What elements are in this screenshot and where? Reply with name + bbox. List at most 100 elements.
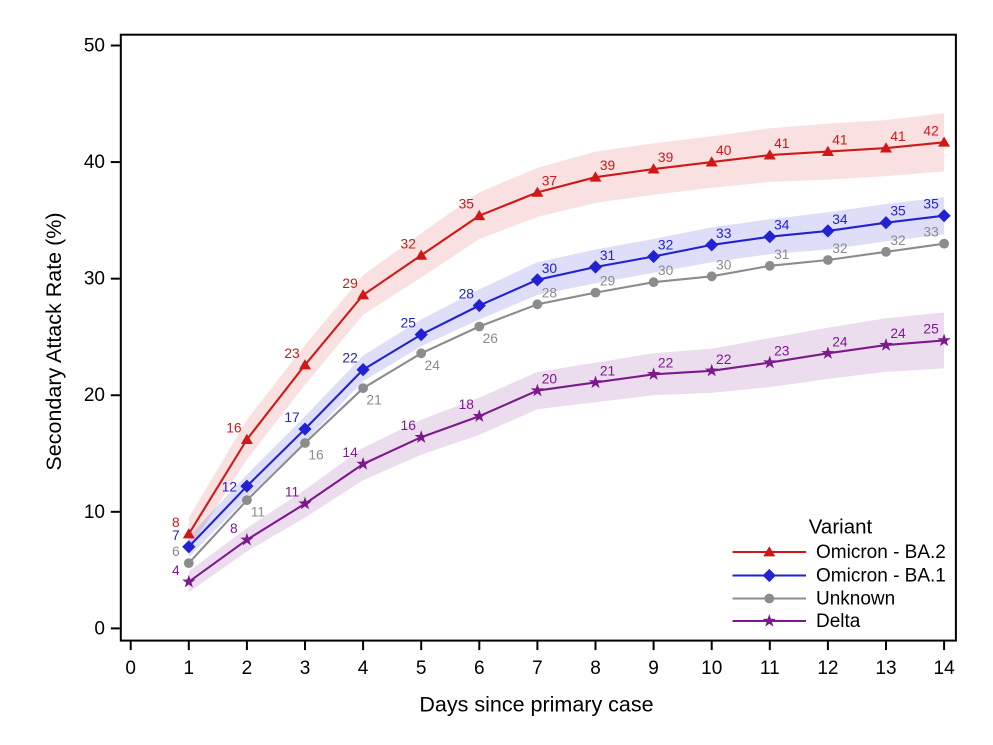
data-label-unknown: 21 — [366, 393, 381, 408]
marker-omicron-ba-2 — [589, 171, 602, 182]
data-label-omicron-ba-2: 39 — [600, 158, 616, 173]
marker-omicron-ba-1 — [240, 479, 254, 493]
line-omicron-ba-2 — [187, 141, 945, 535]
data-label-unknown: 28 — [542, 285, 558, 300]
data-label-unknown: 30 — [658, 263, 674, 278]
x-tick-label: 1 — [184, 658, 195, 679]
data-label-unknown: 30 — [716, 257, 732, 272]
marker-delta — [530, 383, 545, 397]
line-unknown — [188, 242, 945, 564]
marker-delta — [356, 457, 370, 470]
legend-label-unknown: Unknown — [816, 589, 895, 610]
marker-omicron-ba-2 — [415, 249, 428, 260]
marker-omicron-ba-1 — [356, 362, 370, 377]
data-label-unknown: 29 — [600, 274, 616, 289]
data-label-delta: 21 — [600, 363, 615, 378]
y-tick-label: 30 — [84, 269, 105, 290]
data-label-delta: 24 — [832, 334, 848, 349]
data-label-omicron-ba-2: 35 — [459, 197, 475, 212]
y-tick-label: 0 — [94, 618, 105, 639]
data-label-omicron-ba-2: 8 — [172, 515, 180, 530]
line-omicron-ba-1 — [188, 214, 945, 548]
marker-delta — [182, 574, 196, 588]
marker-omicron-ba-2 — [473, 209, 486, 221]
marker-delta — [937, 333, 951, 347]
marker-unknown — [358, 383, 368, 394]
x-tick-label: 6 — [474, 658, 485, 679]
data-label-omicron-ba-1: 34 — [832, 212, 848, 227]
marker-unknown — [300, 438, 310, 448]
marker-unknown — [532, 299, 543, 310]
marker-omicron-ba-2 — [357, 289, 370, 300]
marker-delta — [588, 375, 603, 389]
marker-unknown — [474, 321, 485, 332]
x-tick-label: 10 — [701, 658, 722, 679]
confidence-bands — [188, 113, 945, 593]
marker-unknown — [242, 495, 252, 506]
x-tick-label: 5 — [416, 658, 427, 679]
marker-omicron-ba-1 — [879, 216, 893, 230]
data-label-omicron-ba-1: 35 — [890, 204, 906, 219]
data-label-delta: 25 — [923, 321, 939, 336]
data-label-delta: 4 — [172, 563, 180, 578]
band-delta — [188, 312, 945, 593]
x-tick-label: 11 — [760, 658, 780, 679]
marker-omicron-ba-1 — [588, 260, 603, 274]
data-label-unknown: 11 — [251, 505, 265, 520]
data-label-omicron-ba-2: 29 — [342, 276, 358, 291]
y-tick-label: 20 — [84, 385, 105, 406]
data-label-delta: 23 — [774, 344, 790, 359]
marker-omicron-ba-2 — [880, 142, 892, 153]
data-label-omicron-ba-1: 32 — [658, 238, 673, 253]
marker-unknown — [590, 287, 601, 298]
band-omicron-ba-2 — [188, 113, 945, 551]
x-tick-label: 13 — [875, 658, 896, 679]
data-label-delta: 24 — [890, 326, 906, 341]
data-label-omicron-ba-1: 25 — [401, 316, 417, 331]
data-label-unknown: 16 — [308, 448, 324, 463]
marker-omicron-ba-1 — [414, 328, 428, 342]
marker-unknown — [416, 348, 427, 359]
marker-unknown — [939, 238, 949, 249]
marker-omicron-ba-1 — [472, 298, 486, 313]
marker-omicron-ba-2 — [647, 163, 660, 174]
marker-delta — [763, 355, 777, 369]
x-tick-label: 14 — [934, 658, 956, 679]
line-delta — [188, 339, 945, 583]
marker-delta — [646, 367, 661, 380]
data-label-omicron-ba-1: 31 — [600, 248, 615, 263]
marker-omicron-ba-1 — [821, 224, 835, 238]
legend-marker-omicron-ba-1 — [762, 568, 776, 583]
series-markers — [182, 136, 951, 588]
data-label-omicron-ba-1: 7 — [172, 528, 180, 543]
marker-omicron-ba-1 — [530, 273, 544, 287]
x-axis: 0 1 2 3 4 5 6 7 8 9 10 11 12 13 14 — [125, 641, 956, 679]
legend-marker-delta — [762, 614, 776, 627]
marker-omicron-ba-1 — [763, 230, 777, 244]
data-label-unknown: 31 — [774, 247, 789, 262]
marker-omicron-ba-2 — [299, 359, 311, 370]
data-label-omicron-ba-1: 28 — [459, 287, 475, 302]
marker-unknown — [764, 260, 775, 271]
marker-omicron-ba-2 — [763, 149, 776, 160]
marker-unknown — [823, 255, 833, 265]
marker-omicron-ba-1 — [647, 249, 661, 264]
data-label-unknown: 24 — [425, 358, 441, 373]
y-tick-label: 10 — [84, 502, 105, 523]
legend-label-omicron-ba-2: Omicron - BA.2 — [816, 542, 946, 563]
marker-omicron-ba-2 — [182, 528, 195, 539]
data-label-omicron-ba-2: 16 — [226, 421, 242, 436]
data-label-delta: 20 — [542, 372, 558, 387]
marker-omicron-ba-1 — [298, 422, 312, 436]
marker-unknown — [183, 558, 194, 568]
data-label-omicron-ba-2: 41 — [774, 136, 789, 151]
x-axis-title: Days since primary case — [419, 693, 653, 717]
x-tick-label: 7 — [532, 658, 543, 679]
marker-unknown — [648, 277, 659, 288]
data-label-omicron-ba-2: 32 — [401, 236, 416, 251]
data-label-unknown: 6 — [172, 544, 180, 559]
legend-title: Variant — [809, 516, 873, 539]
data-label-omicron-ba-2: 42 — [923, 123, 938, 138]
data-label-omicron-ba-1: 34 — [774, 218, 790, 233]
